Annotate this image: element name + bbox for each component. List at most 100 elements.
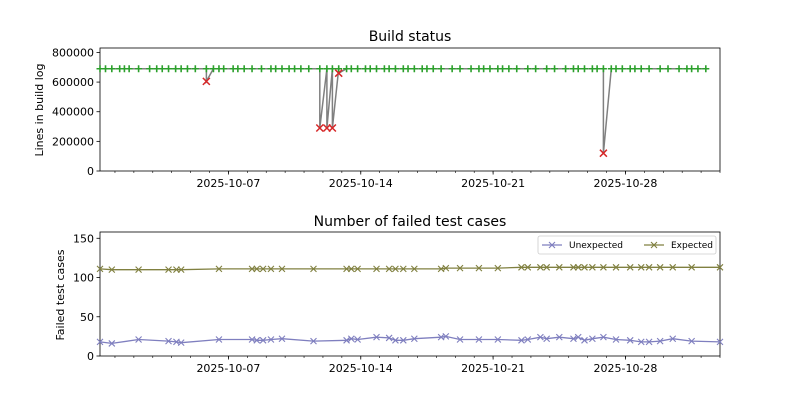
build-success-marker xyxy=(202,65,210,73)
point-expected xyxy=(574,263,582,271)
point-unexpected xyxy=(612,336,620,343)
point-expected xyxy=(543,263,551,271)
build-status-y-tick-label: 400000 xyxy=(52,106,94,119)
point-unexpected xyxy=(524,336,532,343)
build-success-marker xyxy=(272,65,280,73)
chart-title-build-status: Build status xyxy=(369,29,452,45)
point-unexpected xyxy=(600,333,607,341)
build-success-marker xyxy=(631,65,639,73)
build-status-y-tick-label: 800000 xyxy=(52,46,94,59)
build-success-marker xyxy=(675,65,683,73)
build-status-x-tick-label: 2025-10-28 xyxy=(593,177,657,190)
point-expected xyxy=(392,265,399,273)
build-success-marker xyxy=(366,65,374,73)
build-success-marker xyxy=(423,65,431,73)
build-success-marker xyxy=(637,65,645,73)
point-expected xyxy=(177,266,185,274)
build-failure-marker xyxy=(334,69,343,78)
point-unexpected xyxy=(456,336,464,343)
build-status-y-tick-label: 200000 xyxy=(52,135,94,148)
point-unexpected xyxy=(259,336,267,344)
build-success-marker xyxy=(316,65,324,73)
build-success-marker xyxy=(562,65,570,73)
point-expected xyxy=(524,263,532,271)
build-failure-marker xyxy=(328,123,337,133)
point-unexpected xyxy=(574,333,582,341)
build-success-marker xyxy=(135,65,143,73)
build-status-chart: Build status Lines in build log 0 200000 4… xyxy=(33,29,721,190)
point-unexpected xyxy=(518,336,525,344)
point-unexpected xyxy=(555,333,563,341)
build-success-marker xyxy=(165,65,173,73)
point-unexpected xyxy=(135,336,142,343)
point-unexpected xyxy=(373,333,380,341)
point-unexpected xyxy=(645,338,653,346)
build-success-marker xyxy=(248,65,256,73)
point-expected xyxy=(555,263,563,271)
build-success-marker xyxy=(278,65,286,73)
build-success-marker xyxy=(702,65,710,73)
point-expected xyxy=(475,264,483,272)
point-unexpected xyxy=(108,340,116,347)
point-expected xyxy=(656,263,664,271)
point-unexpected xyxy=(410,335,418,343)
point-unexpected xyxy=(656,337,664,345)
point-unexpected xyxy=(343,336,350,344)
build-status-y-tick-label: 600000 xyxy=(52,76,94,89)
point-unexpected xyxy=(543,335,551,343)
build-success-marker xyxy=(102,65,110,73)
point-unexpected xyxy=(165,337,172,345)
build-success-marker xyxy=(347,65,355,73)
point-unexpected xyxy=(347,335,355,343)
build-success-marker xyxy=(593,65,601,73)
y-axis-label-failed-tests: Failed test cases xyxy=(54,249,67,340)
failed-tests-plot-area: 0 50 100 150 2025-10-07 2025-10-14 2025-10-21 2… xyxy=(73,231,724,375)
build-success-marker xyxy=(574,65,582,73)
point-expected xyxy=(518,263,525,271)
point-expected xyxy=(536,263,544,271)
point-unexpected xyxy=(442,332,450,340)
point-expected xyxy=(354,265,361,273)
build-success-marker xyxy=(664,65,672,73)
point-expected xyxy=(626,263,634,271)
point-unexpected xyxy=(475,336,483,343)
point-expected xyxy=(385,265,393,273)
point-expected xyxy=(456,264,464,272)
point-expected xyxy=(612,263,620,271)
chart-title-failed-tests: Number of failed test cases xyxy=(314,214,507,230)
build-success-marker xyxy=(354,65,362,73)
failed-tests-y-tick-label: 100 xyxy=(73,272,94,285)
build-success-marker xyxy=(543,65,551,73)
build-success-marker xyxy=(688,65,696,73)
build-status-x-tick-label: 2025-10-21 xyxy=(461,177,525,190)
point-unexpected xyxy=(637,338,645,346)
build-success-marker xyxy=(125,65,133,73)
build-success-marker xyxy=(524,65,532,73)
build-status-line xyxy=(100,67,706,154)
build-success-marker xyxy=(448,65,456,73)
point-unexpected xyxy=(688,337,696,345)
build-success-marker xyxy=(486,65,494,73)
build-success-marker xyxy=(694,65,702,73)
build-success-marker xyxy=(297,65,305,73)
point-unexpected xyxy=(399,336,407,344)
build-status-y-tick-label: 0 xyxy=(87,165,94,178)
point-unexpected xyxy=(494,336,502,343)
build-success-marker xyxy=(191,65,199,73)
point-expected xyxy=(645,263,653,271)
point-expected xyxy=(267,265,275,273)
point-expected xyxy=(716,263,724,271)
build-success-marker xyxy=(404,65,412,73)
point-expected xyxy=(259,265,267,273)
point-unexpected xyxy=(392,336,399,344)
build-success-marker xyxy=(234,65,242,73)
build-success-marker xyxy=(467,65,475,73)
build-success-marker xyxy=(305,65,313,73)
point-expected xyxy=(253,265,261,273)
legend-label-unexpected: Unexpected xyxy=(569,241,623,251)
build-success-marker xyxy=(240,65,248,73)
build-success-marker xyxy=(580,65,588,73)
point-unexpected xyxy=(310,337,317,345)
point-expected xyxy=(588,263,596,271)
